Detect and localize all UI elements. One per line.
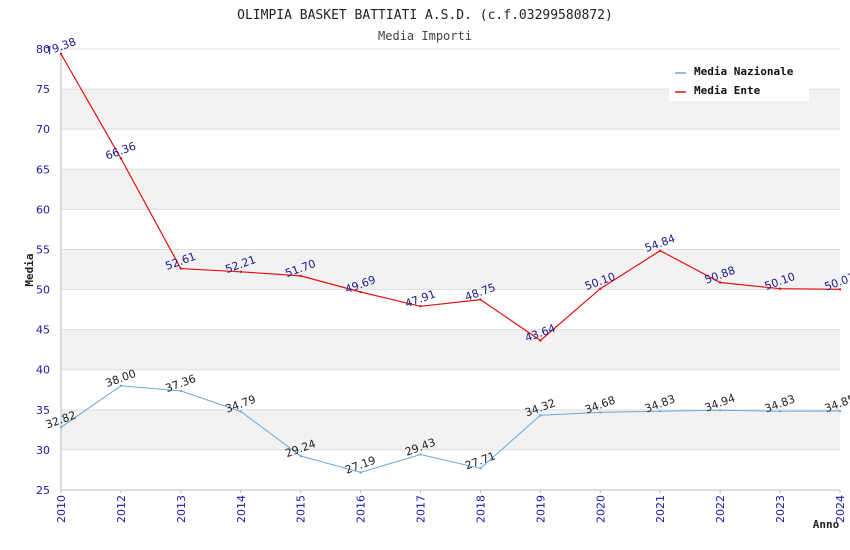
y-tick-label: 35 bbox=[36, 404, 50, 417]
data-point-media-ente bbox=[359, 290, 362, 294]
y-tick-label: 25 bbox=[36, 484, 50, 497]
data-point-media-nazionale bbox=[479, 467, 482, 470]
data-point-media-nazionale bbox=[778, 409, 782, 413]
data-point-media-ente bbox=[539, 339, 542, 342]
x-tick-label: 2014 bbox=[235, 495, 248, 523]
data-point-media-nazionale bbox=[119, 384, 123, 387]
data-point-media-ente bbox=[59, 52, 63, 56]
data-point-media-nazionale bbox=[599, 411, 602, 414]
data-point-media-ente bbox=[778, 287, 782, 290]
data-point-media-ente bbox=[119, 157, 123, 160]
x-tick-label: 2012 bbox=[115, 495, 128, 523]
grid-band bbox=[61, 409, 840, 450]
data-point-media-ente bbox=[718, 281, 722, 284]
data-point-media-nazionale bbox=[359, 471, 362, 474]
data-point-media-ente bbox=[599, 287, 602, 290]
series-lines bbox=[59, 52, 842, 474]
x-tick-label: 2023 bbox=[774, 495, 787, 523]
x-tick-label: 2016 bbox=[355, 495, 368, 523]
y-tick-label: 60 bbox=[36, 203, 50, 216]
data-point-media-ente bbox=[659, 249, 662, 252]
y-axis-ticks: 25 30 35 40 45 50 55 60 65 70 75 80 bbox=[36, 43, 50, 497]
data-point-media-ente bbox=[239, 270, 242, 274]
chart-title: OLIMPIA BASKET BATTIATI A.S.D. (c.f.0329… bbox=[237, 8, 613, 23]
y-tick-label: 50 bbox=[36, 284, 50, 297]
legend-label-media-ente: Media Ente bbox=[694, 84, 761, 97]
data-point-media-ente bbox=[838, 288, 842, 291]
x-tick-label: 2020 bbox=[594, 495, 607, 523]
y-tick-label: 40 bbox=[36, 364, 50, 377]
data-point-media-nazionale bbox=[838, 409, 842, 413]
y-axis-label: Media bbox=[23, 253, 36, 286]
legend-box bbox=[669, 60, 809, 101]
y-tick-label: 65 bbox=[36, 163, 50, 176]
data-point-media-ente bbox=[479, 298, 482, 301]
x-tick-label: 2021 bbox=[654, 495, 667, 523]
data-point-media-ente bbox=[419, 305, 422, 308]
y-tick-label: 30 bbox=[36, 444, 50, 457]
x-tick-label: 2022 bbox=[714, 495, 727, 523]
gridlines bbox=[61, 48, 840, 491]
series-line-media-nazionale bbox=[60, 385, 841, 473]
data-point-media-nazionale bbox=[239, 410, 242, 413]
y-tick-label: 80 bbox=[36, 43, 50, 56]
y-tick-label: 45 bbox=[36, 324, 50, 337]
data-point-media-nazionale bbox=[299, 454, 302, 458]
axes bbox=[60, 49, 840, 491]
data-point-media-nazionale bbox=[419, 453, 422, 456]
legend-label-media-nazionale: Media Nazionale bbox=[694, 65, 794, 78]
grid-band bbox=[61, 169, 840, 210]
legend: Media Nazionale Media Ente bbox=[669, 60, 809, 101]
grid-band bbox=[61, 329, 840, 370]
x-tick-label: 2010 bbox=[55, 495, 68, 523]
data-point-media-nazionale bbox=[539, 414, 542, 417]
grid-bands bbox=[61, 89, 840, 450]
data-label-media-nazionale: 34.85 bbox=[823, 392, 850, 415]
data-point-media-ente bbox=[299, 274, 302, 278]
data-point-media-nazionale bbox=[718, 409, 722, 412]
x-tick-label: 2015 bbox=[295, 495, 308, 523]
y-tick-label: 70 bbox=[36, 123, 50, 136]
data-point-media-ente bbox=[179, 267, 183, 270]
x-tick-label: 2017 bbox=[415, 495, 428, 523]
data-point-media-nazionale bbox=[59, 426, 63, 429]
x-tick-label: 2024 bbox=[834, 495, 847, 523]
y-tick-label: 55 bbox=[36, 243, 50, 256]
chart-subtitle: Media Importi bbox=[378, 29, 472, 43]
y-tick-label: 75 bbox=[36, 83, 50, 96]
series-line-media-ente bbox=[60, 53, 841, 342]
data-point-media-nazionale bbox=[179, 389, 183, 393]
x-tick-label: 2013 bbox=[175, 495, 188, 523]
data-point-media-nazionale bbox=[659, 409, 662, 413]
x-tick-label: 2019 bbox=[534, 495, 547, 523]
x-tick-label: 2018 bbox=[474, 495, 487, 523]
x-axis-ticks: 2010 2012 2013 2014 2015 2016 2017 2018 2019 2020… bbox=[55, 490, 847, 523]
x-axis-label: Anno bbox=[813, 518, 840, 531]
